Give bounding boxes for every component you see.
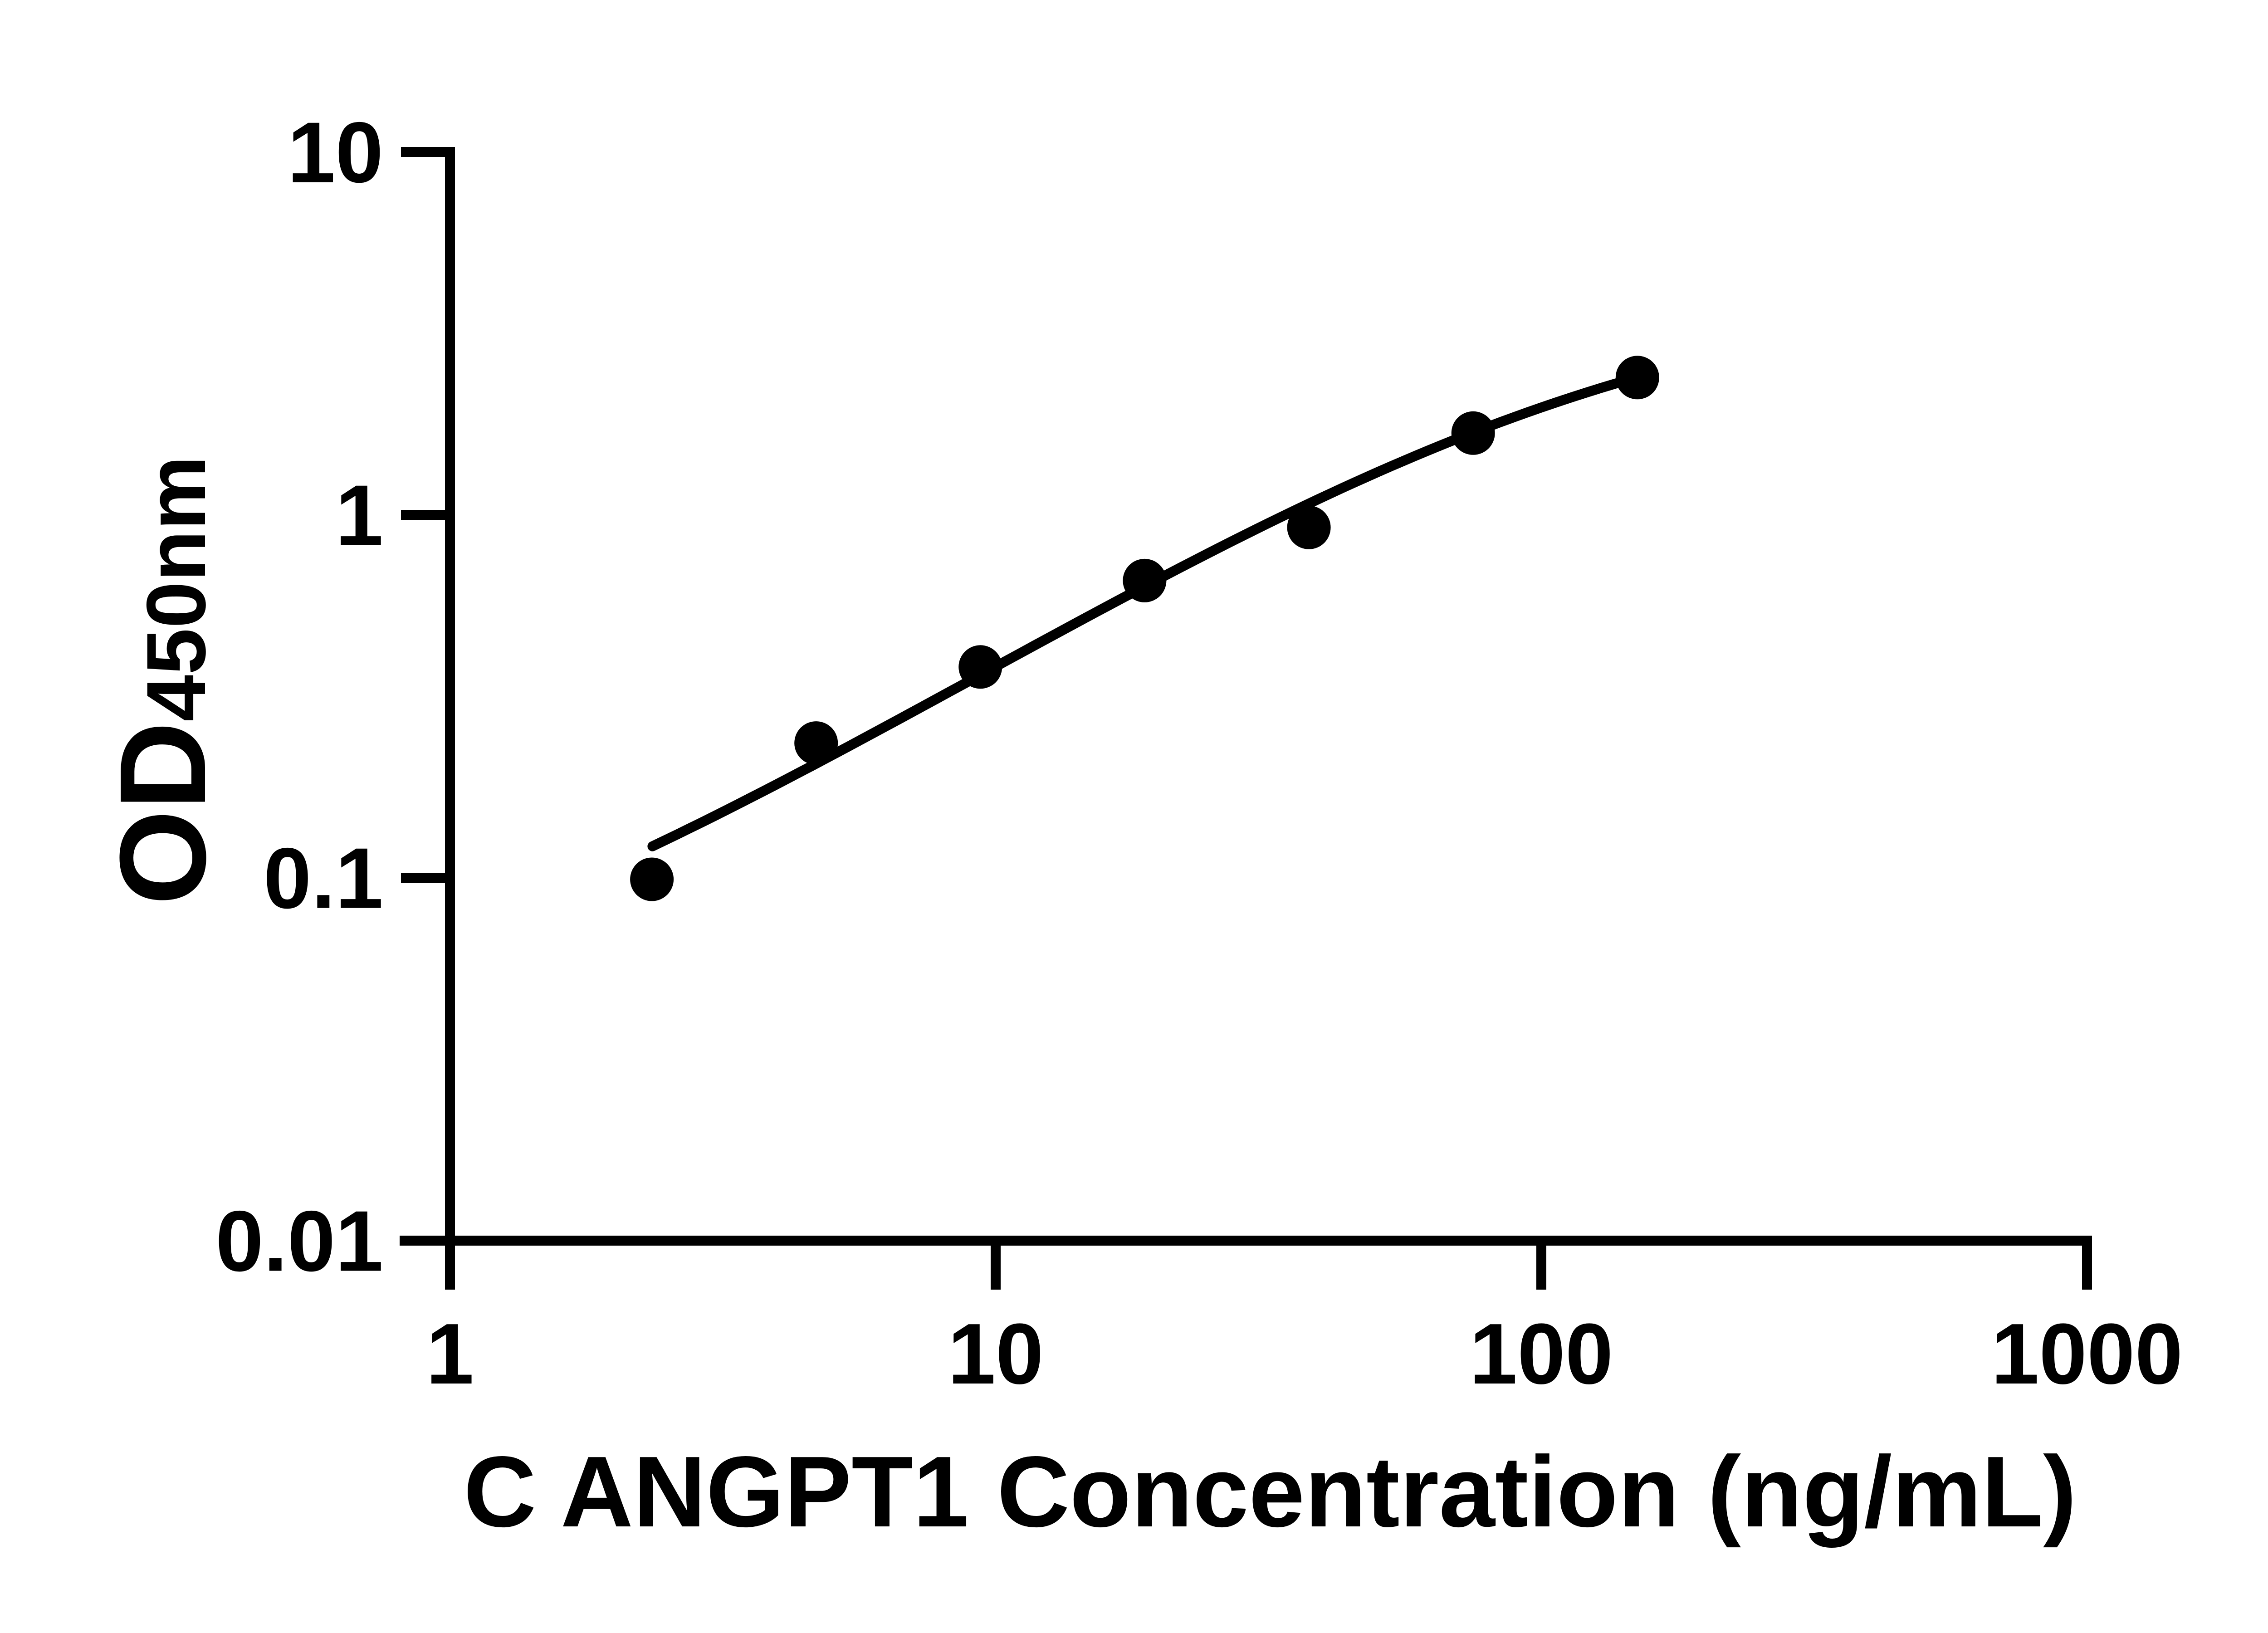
axes-layer: 10 1 0.1 0.01 1 10 100 1000: [215, 105, 2183, 1403]
data-point-7: [1615, 356, 1659, 400]
y-axis-title: OD450nm: [95, 455, 231, 905]
y-tick-label-0.1: 0.1: [264, 831, 383, 927]
x-tick-label-1000: 1000: [1991, 1306, 2183, 1402]
data-point-4: [1123, 558, 1167, 602]
data-points-layer: [630, 356, 1659, 901]
fit-curve: [647, 372, 1642, 851]
data-point-6: [1451, 411, 1495, 455]
data-point-2: [794, 721, 838, 765]
y-tick-label-0.01: 0.01: [215, 1193, 383, 1290]
data-point-5: [1287, 505, 1331, 549]
x-axis-title: C ANGPT1 Concentration (ng/mL): [464, 1436, 2077, 1548]
x-tick-label-10: 10: [948, 1306, 1043, 1402]
y-tick-label-1: 1: [335, 468, 383, 564]
x-tick-label-100: 100: [1469, 1306, 1613, 1402]
y-tick-label-10: 10: [288, 105, 383, 201]
fit-curve-layer: [647, 372, 1642, 851]
x-tick-label-1: 1: [426, 1306, 474, 1402]
data-point-1: [630, 857, 674, 901]
y-axis-title-main: OD: [95, 722, 231, 905]
y-axis-title-subscript: 450nm: [130, 455, 223, 721]
data-point-3: [958, 645, 1002, 689]
